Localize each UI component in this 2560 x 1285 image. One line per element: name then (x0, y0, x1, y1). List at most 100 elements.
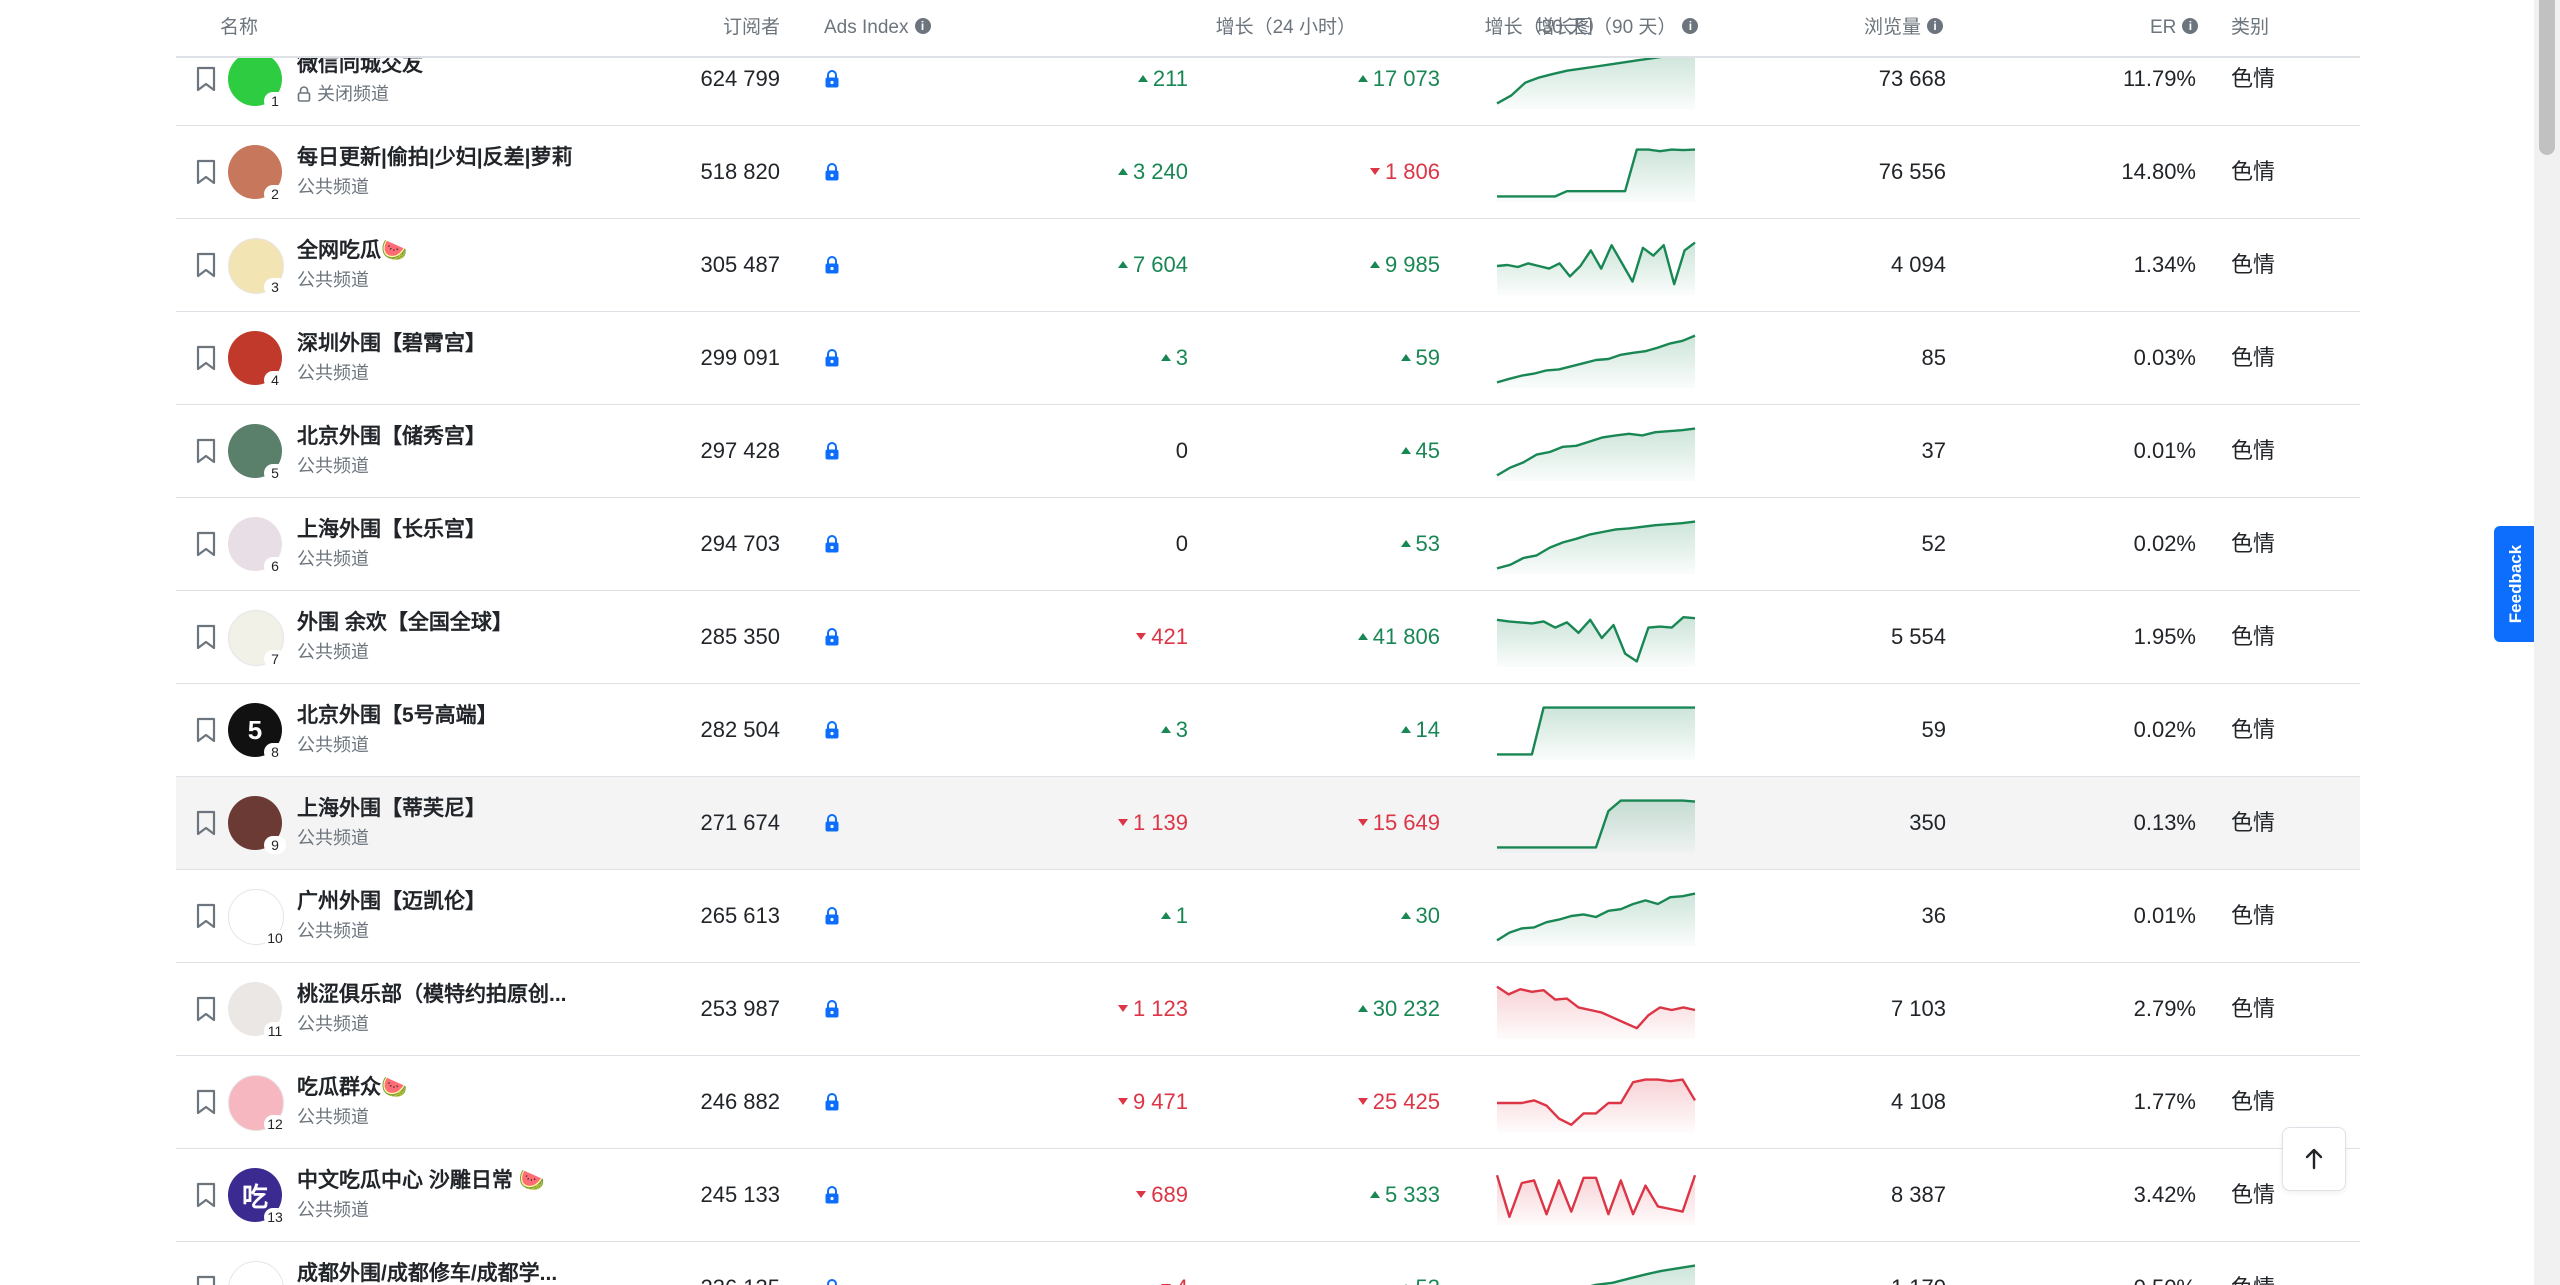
bookmark-button[interactable] (186, 1149, 226, 1241)
col-header-views[interactable]: 浏览量 i (1864, 0, 1944, 56)
col-header-category[interactable]: 类别 (2231, 17, 2270, 38)
bookmark-button[interactable] (186, 33, 226, 125)
ads-index-lock[interactable] (824, 684, 854, 776)
scrollbar-thumb[interactable] (2539, 0, 2555, 155)
col-header-growth-24h[interactable]: 增长（24 小时） (1215, 17, 1356, 38)
col-header-name[interactable]: 名称 (220, 17, 259, 38)
info-icon[interactable]: i (1682, 17, 1699, 34)
channel-name[interactable]: 全网吃瓜🍉 (297, 239, 408, 262)
bookmark-button[interactable] (186, 870, 226, 962)
channel-name[interactable]: 吃瓜群众🍉 (297, 1076, 408, 1099)
info-icon[interactable]: i (914, 17, 931, 34)
avatar[interactable]: 6 (228, 517, 286, 575)
ads-index-lock[interactable] (824, 1149, 854, 1241)
table-row[interactable]: 7 外围 余欢【全国全球】 公共频道 285 350 421 41 806 5 … (176, 591, 2360, 684)
channel-name[interactable]: 北京外围【储秀宫】 (297, 425, 486, 448)
growth-sparkline[interactable] (1496, 1260, 1696, 1285)
avatar[interactable]: 吃 13 (228, 1168, 286, 1226)
ads-index-lock[interactable] (824, 33, 854, 125)
growth-sparkline[interactable] (1496, 237, 1696, 295)
table-row[interactable]: 9 上海外围【蒂芙尼】 公共频道 271 674 1 139 15 649 35… (176, 777, 2360, 870)
table-row[interactable]: 3 全网吃瓜🍉 公共频道 305 487 7 604 9 985 4 094 1… (176, 219, 2360, 312)
bookmark-button[interactable] (186, 126, 226, 218)
channel-name[interactable]: 微信同城交友 (297, 53, 423, 76)
table-row[interactable]: 11 桃涩俱乐部（模特约拍原创... 公共频道 253 987 1 123 30… (176, 963, 2360, 1056)
channel-name[interactable]: 北京外围【5号高端】 (297, 704, 498, 727)
growth-sparkline[interactable] (1496, 516, 1696, 574)
channel-name[interactable]: 深圳外围【碧霄宫】 (297, 332, 486, 355)
table-row[interactable]: 5 8 北京外围【5号高端】 公共频道 282 504 3 14 59 0.02… (176, 684, 2360, 777)
avatar[interactable]: 1 (228, 52, 286, 110)
growth-sparkline[interactable] (1496, 702, 1696, 760)
growth-sparkline[interactable] (1496, 51, 1696, 109)
avatar[interactable]: 5 8 (228, 703, 286, 761)
avatar[interactable]: 10 (228, 889, 286, 947)
bookmark-button[interactable] (186, 312, 226, 404)
ads-index-lock[interactable] (824, 1242, 854, 1285)
growth-sparkline[interactable] (1496, 981, 1696, 1039)
channel-name[interactable]: 上海外围【长乐宫】 (297, 518, 486, 541)
growth-sparkline[interactable] (1496, 795, 1696, 853)
ads-index-lock[interactable] (824, 405, 854, 497)
bookmark-button[interactable] (186, 498, 226, 590)
growth-sparkline[interactable] (1496, 330, 1696, 388)
bookmark-button[interactable] (186, 1056, 226, 1148)
bookmark-button[interactable] (186, 219, 226, 311)
info-icon[interactable]: i (2182, 17, 2199, 34)
ads-index-lock[interactable] (824, 498, 854, 590)
table-row[interactable]: 2 每日更新|偷拍|少妇|反差|萝莉 公共频道 518 820 3 240 1 … (176, 126, 2360, 219)
avatar[interactable]: 9 (228, 796, 286, 854)
ads-index-lock[interactable] (824, 126, 854, 218)
channel-name[interactable]: 外围 余欢【全国全球】 (297, 611, 513, 634)
avatar[interactable]: 7 (228, 610, 286, 668)
channel-name[interactable]: 每日更新|偷拍|少妇|反差|萝莉 (297, 146, 573, 169)
ads-index-lock[interactable] (824, 591, 854, 683)
channel-name[interactable]: 成都外围/成都修车/成都学... (297, 1262, 558, 1285)
growth-sparkline[interactable] (1496, 1074, 1697, 1132)
scroll-to-top-button[interactable] (2282, 1127, 2346, 1191)
avatar[interactable]: 11 (228, 982, 286, 1040)
growth-sparkline[interactable] (1496, 423, 1696, 481)
bookmark-button[interactable] (186, 777, 226, 869)
avatar[interactable]: 5 (228, 424, 286, 482)
bookmark-button[interactable] (186, 591, 226, 683)
rank-badge: 10 (264, 929, 286, 947)
growth-sparkline[interactable] (1496, 888, 1696, 946)
channel-name[interactable]: 桃涩俱乐部（模特约拍原创... (297, 983, 567, 1006)
col-header-er[interactable]: ER i (2150, 0, 2199, 56)
ads-index-lock[interactable] (824, 1056, 854, 1148)
growth-sparkline[interactable] (1495, 1167, 1697, 1225)
page-scrollbar[interactable] (2534, 0, 2560, 1285)
table-row[interactable]: 4 深圳外围【碧霄宫】 公共频道 299 091 3 59 85 0.03% 色… (176, 312, 2360, 405)
table-row[interactable]: 14 成都外围/成都修车/成都学... 公共频道 236 135 4 53 1 … (176, 1242, 2360, 1285)
info-icon[interactable]: i (1927, 17, 1944, 34)
bookmark-button[interactable] (186, 684, 226, 776)
avatar[interactable]: 4 (228, 331, 286, 389)
avatar[interactable]: 3 (228, 238, 286, 296)
avatar[interactable]: 12 (228, 1075, 286, 1133)
col-header-ads-index[interactable]: Ads Index i (824, 0, 931, 56)
bookmark-button[interactable] (186, 963, 226, 1055)
ads-index-lock[interactable] (824, 219, 854, 311)
col-header-growth-30d[interactable]: 增长（30 天） (1484, 17, 1606, 38)
growth-sparkline[interactable] (1496, 144, 1696, 202)
table-row[interactable]: 6 上海外围【长乐宫】 公共频道 294 703 0 53 52 0.02% 色… (176, 498, 2360, 591)
bookmark-button[interactable] (186, 405, 226, 497)
ads-index-lock[interactable] (824, 777, 854, 869)
ads-index-lock[interactable] (824, 312, 854, 404)
table-row[interactable]: 5 北京外围【储秀宫】 公共频道 297 428 0 45 37 0.01% 色… (176, 405, 2360, 498)
channel-name[interactable]: 中文吃瓜中心 沙雕日常 🍉 (297, 1169, 545, 1192)
col-header-subscribers[interactable]: 订阅者 (722, 17, 780, 38)
growth-sparkline[interactable] (1496, 609, 1696, 667)
table-row[interactable]: 吃 13 中文吃瓜中心 沙雕日常 🍉 公共频道 245 133 689 5 33… (176, 1149, 2360, 1242)
channel-name[interactable]: 上海外围【蒂芙尼】 (297, 797, 486, 820)
channel-name[interactable]: 广州外围【迈凯伦】 (297, 890, 486, 913)
table-row[interactable]: 10 广州外围【迈凯伦】 公共频道 265 613 1 30 36 0.01% … (176, 870, 2360, 963)
avatar[interactable]: 14 (228, 1261, 284, 1285)
avatar[interactable]: 2 (228, 145, 286, 203)
ads-index-lock[interactable] (824, 963, 854, 1055)
table-row[interactable]: 12 吃瓜群众🍉 公共频道 246 882 9 471 25 425 4 108… (176, 1056, 2360, 1149)
feedback-button[interactable]: Feedback (2494, 526, 2538, 642)
bookmark-button[interactable] (186, 1242, 226, 1285)
ads-index-lock[interactable] (824, 870, 854, 962)
